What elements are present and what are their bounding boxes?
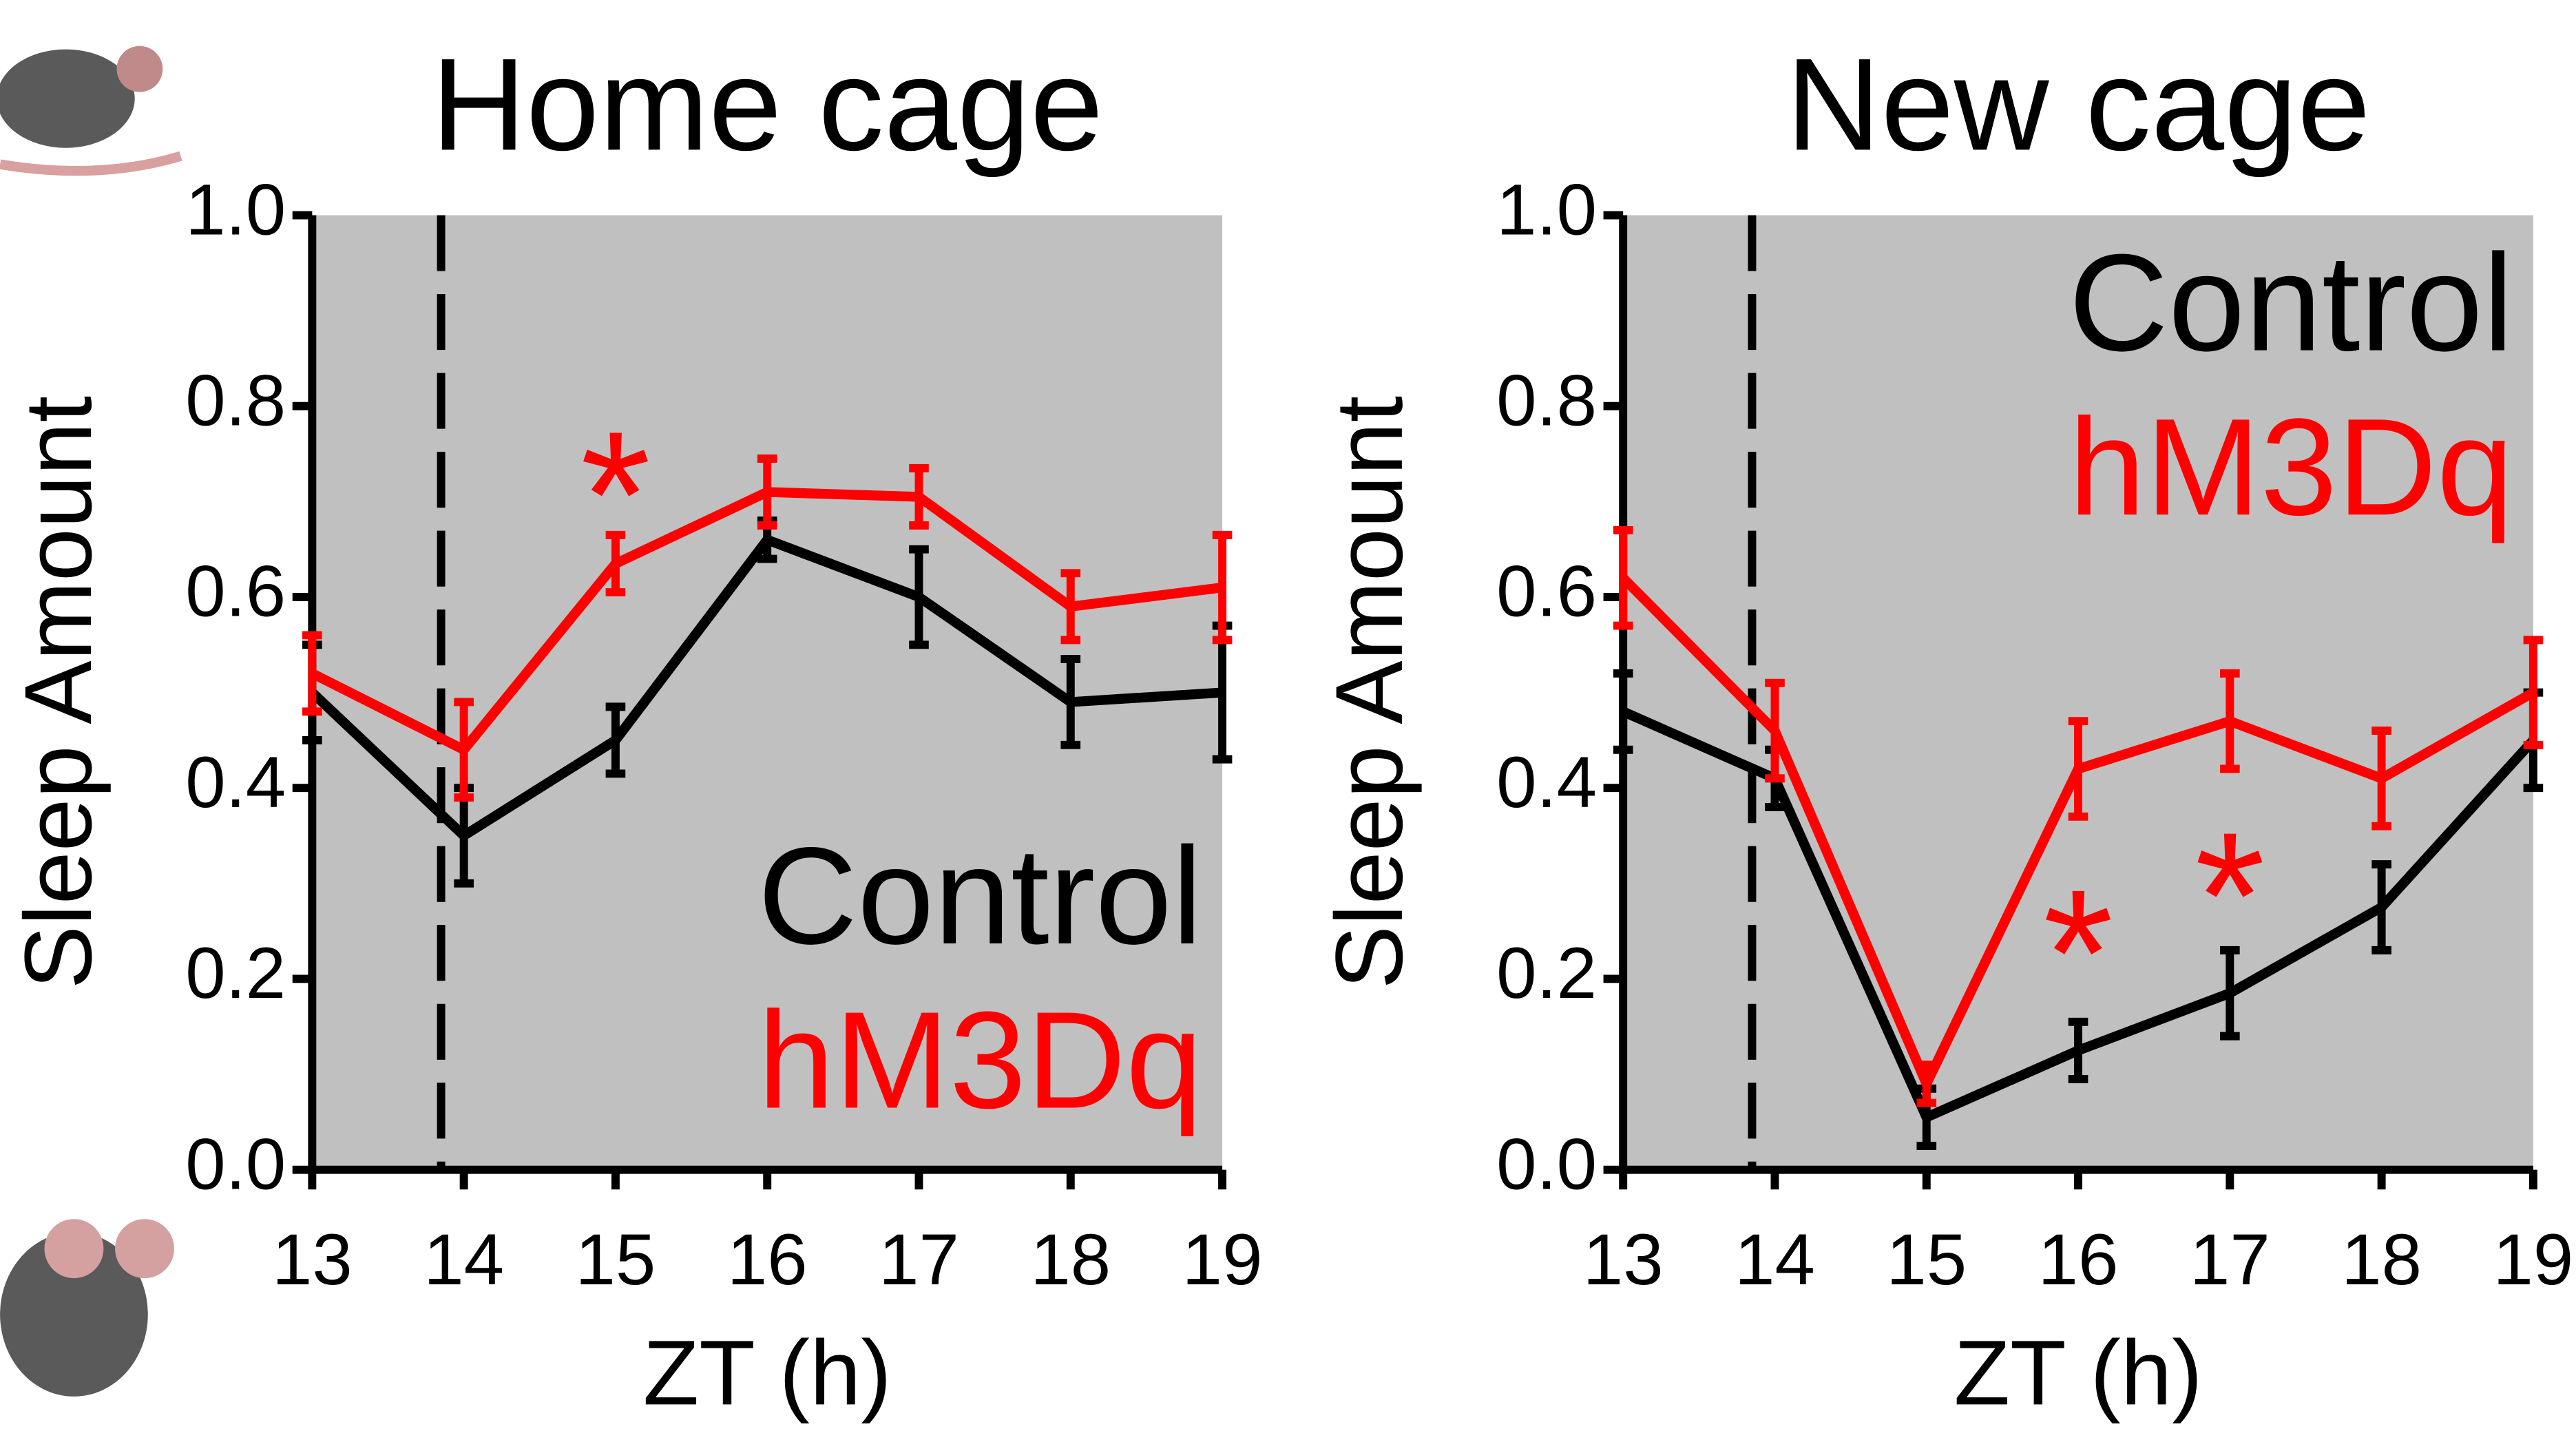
x-axis-label: ZT (h) <box>1954 1322 2202 1424</box>
x-tick-label: 18 <box>2341 1220 2422 1300</box>
error-bar <box>909 463 929 530</box>
x-tick-label: 14 <box>1735 1220 1815 1300</box>
y-tick-label: 0.8 <box>1496 360 1597 441</box>
legend-label: Control <box>757 819 1202 973</box>
x-tick-label: 13 <box>1583 1220 1664 1300</box>
error-bar <box>2068 717 2088 821</box>
error-bar <box>1613 669 1633 754</box>
x-tick-label: 15 <box>576 1220 656 1300</box>
x-tick-label: 19 <box>2493 1220 2574 1300</box>
error-bar <box>1060 569 1081 645</box>
error-bar <box>2068 1017 2088 1083</box>
y-tick-label: 0.6 <box>185 552 286 632</box>
chart-title: Home cage <box>431 31 1103 178</box>
x-axis-label: ZT (h) <box>643 1322 892 1424</box>
error-bar <box>2220 946 2240 1041</box>
y-tick-label: 1.0 <box>1496 169 1597 250</box>
y-tick-label: 0.4 <box>185 742 286 823</box>
error-bar <box>302 631 322 716</box>
mouse-icon-sleeping <box>0 45 182 176</box>
error-bar <box>1765 678 1785 783</box>
legend-label: hM3Dq <box>2069 390 2513 544</box>
x-tick-label: 14 <box>423 1220 504 1300</box>
significance-marker: * <box>2195 794 2265 996</box>
x-tick-label: 18 <box>1030 1220 1111 1300</box>
error-bar <box>605 530 626 597</box>
significance-marker: * <box>580 393 651 596</box>
error-bar <box>1613 525 1633 630</box>
x-tick-label: 13 <box>272 1220 353 1300</box>
error-bar <box>757 455 777 530</box>
y-tick-label: 0.8 <box>185 360 286 441</box>
y-tick-label: 0.2 <box>1496 933 1597 1014</box>
legend-label: hM3Dq <box>757 983 1202 1137</box>
y-axis-label: Sleep Amount <box>1317 396 1423 990</box>
y-tick-label: 0.0 <box>1496 1124 1597 1204</box>
y-axis-label: Sleep Amount <box>6 396 112 990</box>
error-bar <box>1212 530 1233 645</box>
x-tick-label: 16 <box>2038 1220 2119 1300</box>
y-tick-label: 0.2 <box>185 933 286 1014</box>
y-tick-label: 0.6 <box>1496 552 1597 632</box>
chart: Home cage Sleep Amount ZT (h) 0.0 0.2 0.4 0.6 0… <box>6 31 1262 1424</box>
y-tick-label: 0.4 <box>1496 742 1597 823</box>
significance-marker: * <box>2043 851 2113 1054</box>
x-tick-label: 16 <box>727 1220 808 1300</box>
x-tick-label: 15 <box>1886 1220 1967 1300</box>
y-tick-label: 1.0 <box>185 169 286 250</box>
chart-title: New cage <box>1786 31 2371 178</box>
error-bar <box>2371 860 2391 954</box>
error-bar <box>909 545 929 649</box>
legend-label: Control <box>2069 227 2513 380</box>
error-bar <box>605 702 626 778</box>
x-tick-label: 19 <box>1182 1220 1263 1300</box>
error-bar <box>2371 727 2391 831</box>
error-bar <box>1916 1061 1937 1107</box>
chart: New cage Sleep Amount ZT (h) 0.0 0.2 0.4 0.6 0.… <box>1317 31 2573 1424</box>
y-tick-label: 0.0 <box>185 1124 286 1204</box>
error-bar <box>454 698 474 802</box>
error-bar <box>2523 636 2544 749</box>
x-tick-label: 17 <box>2190 1220 2270 1300</box>
x-tick-label: 17 <box>879 1220 959 1300</box>
error-bar <box>2220 669 2240 773</box>
error-bar <box>1060 655 1081 749</box>
mouse-icon-awake <box>0 1219 174 1397</box>
